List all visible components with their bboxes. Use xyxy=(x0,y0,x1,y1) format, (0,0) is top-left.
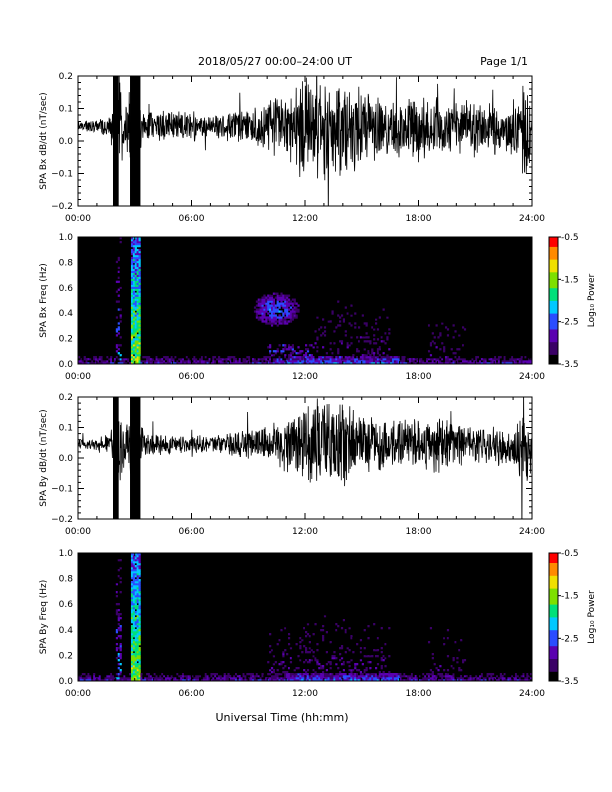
y-axis-label: SPA Bx dB/dt (nT/sec) xyxy=(39,92,49,189)
y-tick-label: −0.2 xyxy=(51,202,73,212)
panel-by-waveform: 00:00 06:00 12:00 18:00 24:00 0.2 0.1 0.0 −0.1 −0… xyxy=(39,393,545,537)
y-tick-label: 1.0 xyxy=(59,233,74,243)
y-tick-label: 0.4 xyxy=(59,309,74,319)
panel-bx-spectrogram: 00:00 06:00 12:00 18:00 24:00 1.0 0.8 0.6 0.4 0.2… xyxy=(39,233,597,382)
saturated-block xyxy=(130,397,141,519)
x-tick-label: 12:00 xyxy=(292,527,318,537)
colorbar-tick-label: -1.5 xyxy=(561,592,579,602)
x-tick-label: 12:00 xyxy=(292,214,318,224)
waveform-trace xyxy=(78,397,532,519)
y-tick-label: 0.0 xyxy=(59,677,74,687)
x-tick-label: 00:00 xyxy=(65,527,91,537)
colorbar-label: Log₁₀ Power xyxy=(587,274,597,328)
panel-by-spectrogram: 00:00 06:00 12:00 18:00 24:00 1.0 0.8 0.6 0.4 0.2… xyxy=(39,549,597,699)
colorbar-tick-label: -3.5 xyxy=(561,677,579,687)
x-tick-label: 18:00 xyxy=(406,689,432,699)
x-tick-label: 00:00 xyxy=(65,214,91,224)
x-tick-label: 06:00 xyxy=(179,372,205,382)
y-tick-label: 0.0 xyxy=(59,360,74,370)
plot-frame xyxy=(77,396,533,520)
colorbar: -0.5 -1.5 -2.5 -3.5 Log₁₀ Power xyxy=(548,549,597,687)
saturated-block xyxy=(130,76,141,206)
x-tick-label: 18:00 xyxy=(406,214,432,224)
x-tick-label: 24:00 xyxy=(519,527,545,537)
x-tick-label: 24:00 xyxy=(519,689,545,699)
y-tick-label: −0.1 xyxy=(51,170,73,180)
x-tick-label: 18:00 xyxy=(406,527,432,537)
x-tick-label: 12:00 xyxy=(292,372,318,382)
x-tick-label: 24:00 xyxy=(519,214,545,224)
y-tick-label: −0.2 xyxy=(51,515,73,525)
colorbar-tick-label: -2.5 xyxy=(561,318,579,328)
x-tick-label: 12:00 xyxy=(292,689,318,699)
y-axis-label: SPA Bx Freq (Hz) xyxy=(39,263,49,338)
y-tick-label: 0.0 xyxy=(59,137,74,147)
waveform-trace xyxy=(78,76,532,206)
y-tick-label: 0.6 xyxy=(59,284,74,294)
colorbar-frame xyxy=(548,236,559,365)
x-tick-label: 18:00 xyxy=(406,372,432,382)
y-tick-label: 0.2 xyxy=(59,651,73,661)
colorbar-label: Log₁₀ Power xyxy=(587,590,597,644)
y-tick-label: 0.1 xyxy=(59,424,73,434)
colorbar-tick-label: -2.5 xyxy=(561,634,579,644)
y-tick-label: −0.1 xyxy=(51,485,73,495)
x-axis-title: Universal Time (hh:mm) xyxy=(216,711,349,724)
colorbar-tick-label: -1.5 xyxy=(561,275,579,285)
y-axis-label: SPA By Freq (Hz) xyxy=(39,580,49,655)
y-tick-label: 0.2 xyxy=(59,72,73,82)
y-tick-label: 0.1 xyxy=(59,105,73,115)
y-tick-label: 0.2 xyxy=(59,393,73,403)
colorbar-tick-label: -0.5 xyxy=(561,233,579,243)
x-tick-label: 00:00 xyxy=(65,372,91,382)
colorbar-tick-label: -0.5 xyxy=(561,549,579,559)
y-tick-label: 0.2 xyxy=(59,335,73,345)
saturated-block xyxy=(112,397,119,519)
x-tick-label: 00:00 xyxy=(65,689,91,699)
y-tick-label: 1.0 xyxy=(59,549,74,559)
x-tick-label: 06:00 xyxy=(179,689,205,699)
saturated-block xyxy=(112,76,119,206)
y-tick-label: 0.6 xyxy=(59,600,74,610)
panels-group: 00:00 06:00 12:00 18:00 24:00 0.2 0.1 0.0 −0.1 −0… xyxy=(39,72,597,699)
x-tick-label: 06:00 xyxy=(179,214,205,224)
panel-bx-waveform: 00:00 06:00 12:00 18:00 24:00 0.2 0.1 0.0 −0.1 −0… xyxy=(39,72,545,224)
y-tick-label: 0.4 xyxy=(59,626,74,636)
y-tick-label: 0.8 xyxy=(59,575,74,585)
x-tick-label: 24:00 xyxy=(519,372,545,382)
y-tick-label: 0.0 xyxy=(59,454,74,464)
colorbar-tick-label: -3.5 xyxy=(561,360,579,370)
page-indicator: Page 1/1 xyxy=(480,55,528,68)
spectrogram-cells xyxy=(78,553,533,682)
spectrogram-cells xyxy=(78,237,533,365)
y-tick-label: 0.8 xyxy=(59,258,74,268)
x-tick-label: 06:00 xyxy=(179,527,205,537)
y-axis-label: SPA By dB/dt (nT/sec) xyxy=(39,409,49,506)
figure-title: 2018/05/27 00:00–24:00 UT xyxy=(198,55,352,68)
colorbar: -0.5 -1.5 -2.5 -3.5 Log₁₀ Power xyxy=(548,233,597,370)
spectrogram-background xyxy=(78,237,532,364)
colorbar-frame xyxy=(548,552,559,682)
